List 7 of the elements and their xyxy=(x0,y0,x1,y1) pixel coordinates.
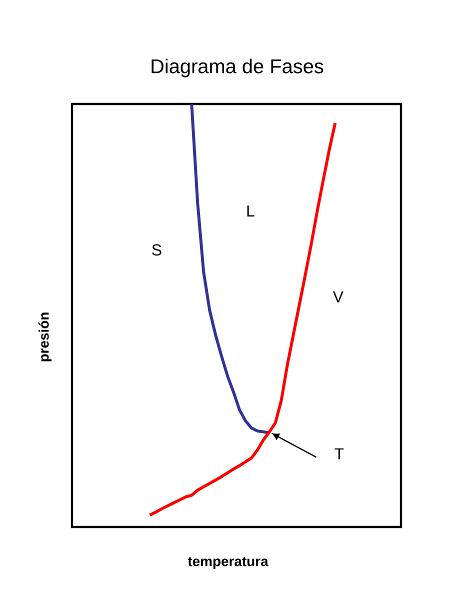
annotation: T xyxy=(334,448,344,460)
annotation: S xyxy=(152,244,162,256)
y-axis-title: presión xyxy=(38,312,52,362)
chart-title: Diagrama de Fases xyxy=(152,58,324,78)
x-axis-title: temperatura xyxy=(188,556,268,569)
annotation: V xyxy=(332,291,344,302)
annotation: L xyxy=(247,206,254,216)
